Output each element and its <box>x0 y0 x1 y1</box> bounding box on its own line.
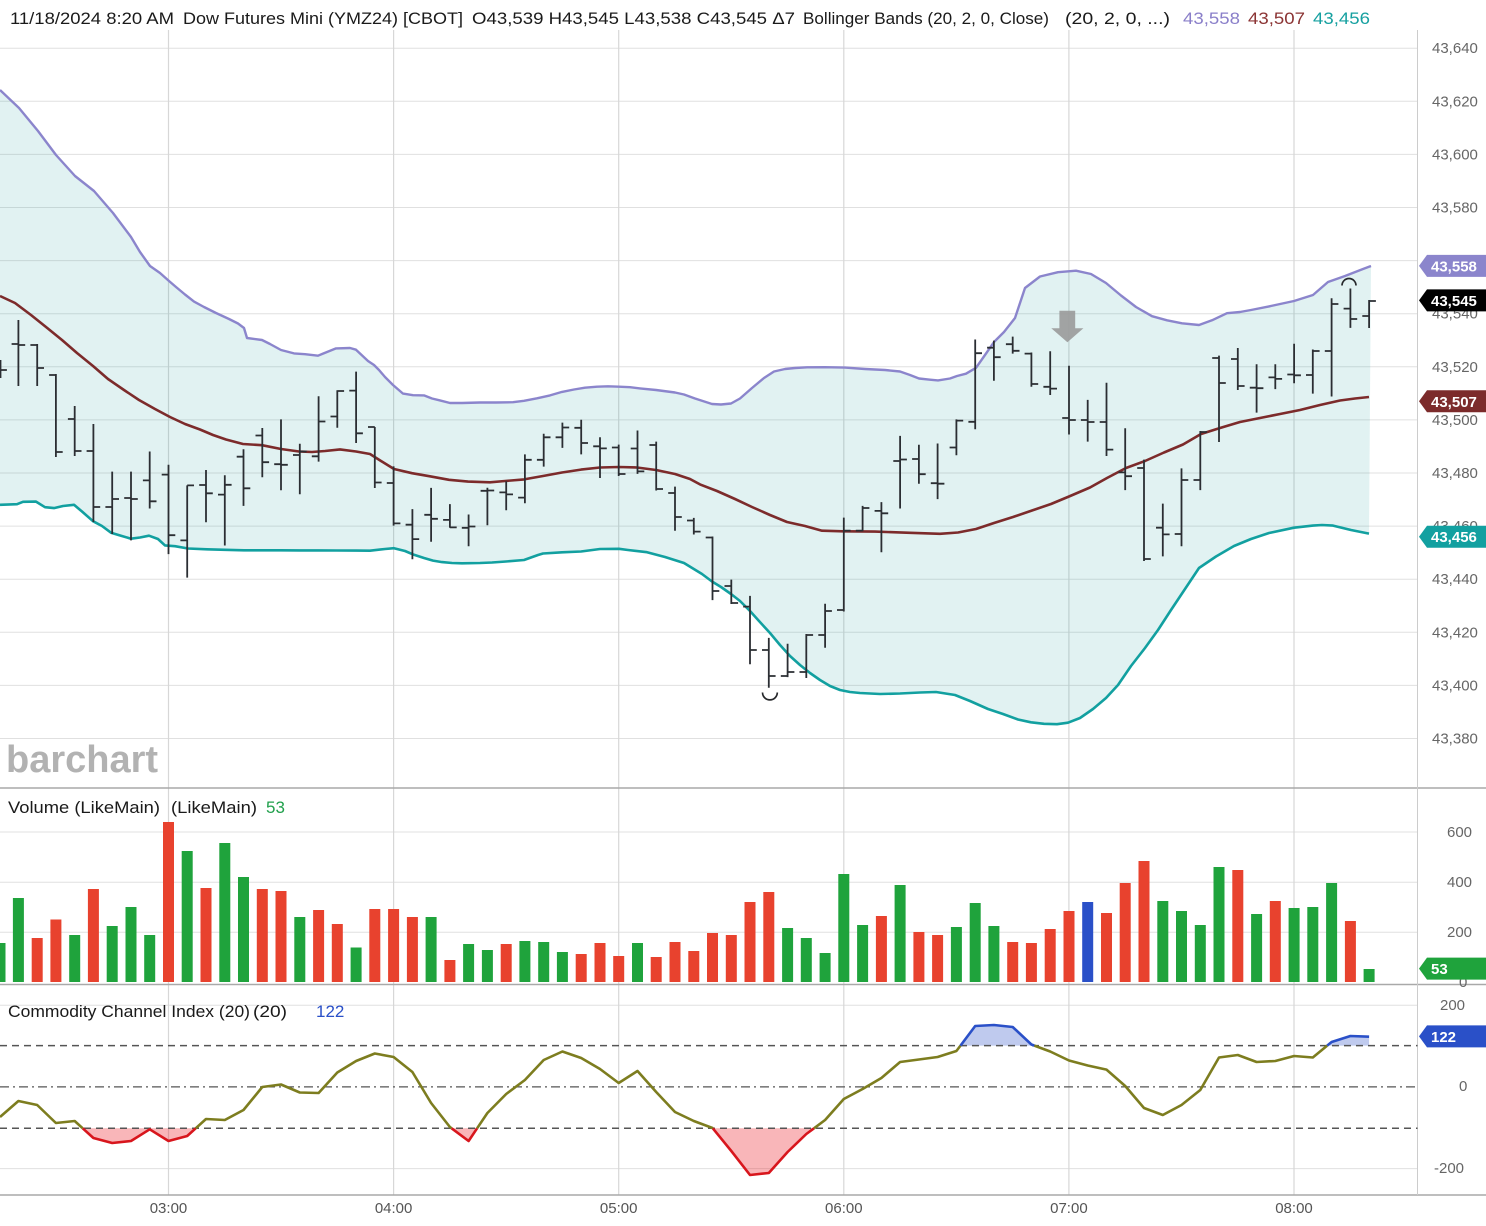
svg-text:08:00: 08:00 <box>1275 1200 1313 1217</box>
svg-text:07:00: 07:00 <box>1050 1200 1088 1217</box>
svg-text:Volume (LikeMain): Volume (LikeMain) <box>8 798 160 817</box>
svg-text:43,545: 43,545 <box>1431 293 1477 310</box>
svg-text:43,507: 43,507 <box>1248 9 1305 28</box>
svg-text:04:00: 04:00 <box>375 1200 413 1217</box>
svg-text:0: 0 <box>1459 974 1467 991</box>
svg-text:barchart: barchart <box>6 739 158 781</box>
svg-text:-200: -200 <box>1434 1160 1464 1177</box>
svg-text:0: 0 <box>1459 1078 1467 1095</box>
svg-text:43,420: 43,420 <box>1432 624 1478 641</box>
svg-text:43,558: 43,558 <box>1183 9 1240 28</box>
svg-text:43,500: 43,500 <box>1432 412 1478 429</box>
svg-text:43,600: 43,600 <box>1432 146 1478 163</box>
svg-text:600: 600 <box>1447 824 1472 841</box>
svg-text:200: 200 <box>1447 924 1472 941</box>
svg-text:Commodity Channel Index (20): Commodity Channel Index (20) <box>8 1002 250 1021</box>
svg-text:(LikeMain): (LikeMain) <box>171 798 257 817</box>
svg-text:43,456: 43,456 <box>1431 529 1477 546</box>
svg-text:43,620: 43,620 <box>1432 93 1478 110</box>
svg-text:05:00: 05:00 <box>600 1200 638 1217</box>
svg-text:53: 53 <box>266 798 285 817</box>
svg-text:43,640: 43,640 <box>1432 40 1478 57</box>
svg-text:Dow Futures Mini (YMZ24) [CBOT: Dow Futures Mini (YMZ24) [CBOT] <box>183 9 463 28</box>
svg-text:43,400: 43,400 <box>1432 677 1478 694</box>
svg-text:03:00: 03:00 <box>150 1200 188 1217</box>
svg-text:43,480: 43,480 <box>1432 465 1478 482</box>
svg-text:43,558: 43,558 <box>1431 258 1477 275</box>
svg-text:400: 400 <box>1447 874 1472 891</box>
svg-text:O43,539 H43,545 L43,538 C43,54: O43,539 H43,545 L43,538 C43,545 Δ7 <box>472 9 795 28</box>
svg-text:(20): (20) <box>253 1002 287 1021</box>
svg-text:43,380: 43,380 <box>1432 731 1478 748</box>
svg-text:43,507: 43,507 <box>1431 394 1477 411</box>
svg-text:(20, 2, 0, ...): (20, 2, 0, ...) <box>1065 9 1170 28</box>
svg-text:43,520: 43,520 <box>1432 359 1478 376</box>
svg-text:200: 200 <box>1440 997 1465 1014</box>
svg-text:43,440: 43,440 <box>1432 571 1478 588</box>
svg-text:43,580: 43,580 <box>1432 200 1478 217</box>
svg-text:122: 122 <box>316 1002 344 1021</box>
svg-text:122: 122 <box>1431 1029 1456 1046</box>
svg-text:06:00: 06:00 <box>825 1200 863 1217</box>
svg-text:43,456: 43,456 <box>1313 9 1370 28</box>
svg-text:11/18/2024 8:20 AM: 11/18/2024 8:20 AM <box>10 9 174 28</box>
svg-text:Bollinger Bands (20, 2, 0, Clo: Bollinger Bands (20, 2, 0, Close) <box>803 9 1049 28</box>
svg-text:53: 53 <box>1431 961 1448 978</box>
